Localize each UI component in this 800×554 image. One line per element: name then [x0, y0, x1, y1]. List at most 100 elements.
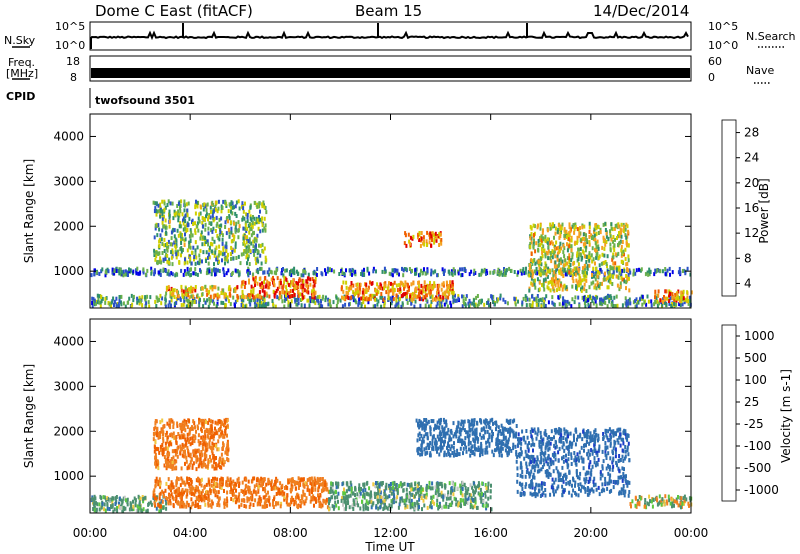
power-cell [167, 239, 170, 244]
velocity-cell [267, 498, 270, 503]
power-cell [433, 233, 436, 238]
power-cell [231, 233, 234, 238]
power-cell [231, 201, 234, 206]
velocity-cell [257, 489, 260, 494]
velocity-cell [175, 480, 178, 485]
velocity-cell [461, 480, 464, 485]
power-cell [189, 245, 192, 250]
velocity-cell [198, 442, 201, 447]
power-cell [92, 297, 95, 302]
velocity-cell [159, 435, 162, 439]
power-cell [517, 299, 519, 304]
velocity-cell [182, 444, 185, 449]
velocity-cell [162, 424, 165, 429]
power-cell [234, 289, 237, 294]
power-cell [243, 285, 246, 289]
power-cell [166, 242, 169, 246]
velocity-cell [408, 496, 411, 501]
power-cell [186, 213, 189, 218]
power-cell [431, 231, 434, 236]
power-cell [186, 228, 189, 232]
power-cell [540, 238, 543, 243]
freq-trace [91, 68, 690, 78]
power-cell [606, 285, 609, 290]
power-cell [253, 252, 256, 257]
power-cell [612, 274, 615, 279]
power-cell [203, 202, 206, 207]
velocity-cell [204, 453, 207, 458]
power-cell [463, 267, 466, 272]
power-cell [241, 204, 243, 209]
power-cell [596, 239, 599, 244]
velocity-cell [399, 496, 402, 501]
velocity-cell [227, 444, 230, 449]
power-cell [227, 227, 230, 232]
power-cell [367, 288, 370, 292]
velocity-cell [155, 464, 158, 469]
velocity-cell [203, 494, 206, 499]
power-cell [640, 267, 643, 272]
power-cell [557, 295, 560, 300]
power-cell [431, 283, 434, 288]
power-cell [249, 227, 252, 232]
velocity-cell [279, 491, 282, 496]
power-cell [224, 220, 227, 225]
power-cell [607, 285, 610, 290]
power-cell [97, 300, 99, 305]
velocity-cell [156, 427, 158, 432]
velocity-cell [486, 503, 489, 508]
power-cell [254, 275, 257, 280]
power-cell [104, 297, 107, 301]
velocity-cell [353, 502, 356, 507]
power-cell [558, 245, 561, 250]
power-cell [562, 301, 564, 306]
power-cell [575, 270, 577, 274]
power-cell [588, 263, 591, 268]
velocity-cell [186, 500, 189, 505]
velocity-cell [186, 480, 189, 485]
power-cell [221, 237, 224, 242]
velocity-cell [221, 477, 224, 482]
velocity-cell [297, 486, 300, 490]
velocity-cell [206, 442, 209, 447]
power-cell [214, 247, 217, 252]
velocity-cell [210, 458, 213, 463]
velocity-cell [118, 496, 121, 501]
velocity-cell [126, 502, 129, 507]
power-cell [328, 299, 331, 304]
power-cell [561, 259, 564, 264]
velocity-cell [315, 499, 317, 504]
velocity-cell [374, 483, 377, 488]
power-cell [163, 249, 166, 253]
velocity-cell [341, 496, 343, 501]
velocity-cell [336, 495, 339, 500]
velocity-cell [281, 490, 284, 495]
velocity-cell [159, 444, 162, 449]
power-cell [183, 299, 186, 304]
velocity-cell [196, 448, 199, 453]
power-cell [641, 302, 644, 307]
velocity-cell [295, 493, 298, 498]
velocity-cell [92, 507, 95, 511]
power-cell [241, 280, 244, 285]
power-cell [586, 266, 589, 271]
velocity-cell [177, 432, 180, 436]
velocity-cell [188, 431, 191, 436]
power-cell [176, 204, 179, 208]
power-cell [553, 302, 556, 307]
power-cell [604, 242, 607, 247]
power-cell [315, 298, 318, 303]
power-cell [363, 267, 365, 272]
power-cell [556, 280, 559, 285]
power-cell [107, 269, 110, 274]
power-cell [192, 295, 195, 299]
power-cell [593, 229, 595, 234]
velocity-cell [116, 508, 119, 513]
velocity-cell [223, 498, 226, 503]
nsky-label: N.Sky [4, 34, 36, 47]
power-cell [501, 272, 504, 277]
power-cell [659, 269, 662, 274]
velocity-cell [165, 501, 168, 506]
power-cell [314, 276, 317, 281]
velocity-cell [128, 507, 131, 512]
